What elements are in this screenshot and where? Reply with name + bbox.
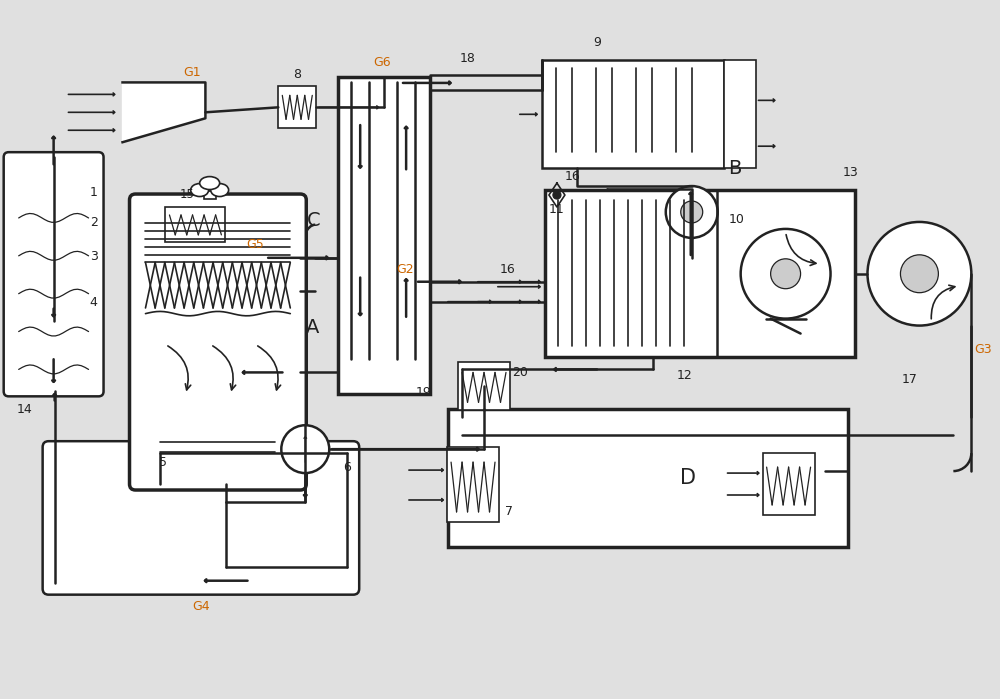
Circle shape bbox=[681, 201, 703, 223]
Bar bbox=[724, 61, 756, 168]
Bar bbox=[545, 190, 855, 357]
FancyBboxPatch shape bbox=[130, 194, 306, 490]
Text: 10: 10 bbox=[729, 213, 745, 226]
Text: 15: 15 bbox=[180, 187, 195, 201]
Text: 8: 8 bbox=[293, 68, 301, 81]
Text: G1: G1 bbox=[184, 66, 201, 79]
Text: 5: 5 bbox=[159, 456, 167, 468]
Bar bbox=[278, 87, 316, 128]
Ellipse shape bbox=[200, 177, 220, 189]
FancyBboxPatch shape bbox=[4, 152, 104, 396]
Circle shape bbox=[281, 425, 329, 473]
Bar bbox=[448, 410, 848, 547]
Text: 11: 11 bbox=[549, 203, 565, 217]
Circle shape bbox=[771, 259, 801, 289]
FancyBboxPatch shape bbox=[43, 441, 359, 595]
Text: 6: 6 bbox=[343, 461, 351, 474]
Bar bbox=[458, 363, 510, 410]
Bar bbox=[447, 447, 499, 522]
Text: 9: 9 bbox=[593, 36, 601, 49]
Circle shape bbox=[666, 186, 718, 238]
Circle shape bbox=[553, 191, 561, 199]
Text: 14: 14 bbox=[17, 403, 32, 416]
Text: C: C bbox=[306, 210, 320, 229]
Text: D: D bbox=[680, 468, 696, 488]
Text: 18: 18 bbox=[460, 52, 476, 65]
Text: 16: 16 bbox=[565, 170, 581, 182]
Text: G2: G2 bbox=[396, 264, 414, 276]
Bar bbox=[763, 453, 815, 515]
Ellipse shape bbox=[191, 184, 209, 196]
Text: G4: G4 bbox=[192, 600, 210, 613]
Bar bbox=[204, 191, 216, 199]
Text: B: B bbox=[728, 159, 741, 178]
Text: 16: 16 bbox=[500, 264, 516, 276]
Text: G5: G5 bbox=[246, 238, 264, 252]
Polygon shape bbox=[123, 82, 205, 142]
Text: 2: 2 bbox=[90, 216, 98, 229]
Circle shape bbox=[900, 255, 938, 293]
Text: 1: 1 bbox=[90, 185, 98, 199]
Text: 19: 19 bbox=[415, 386, 431, 399]
Circle shape bbox=[741, 229, 831, 319]
Text: 4: 4 bbox=[90, 296, 98, 309]
Text: 20: 20 bbox=[512, 366, 528, 379]
Bar bbox=[338, 78, 430, 394]
Circle shape bbox=[867, 222, 971, 326]
Ellipse shape bbox=[211, 184, 229, 196]
Text: G6: G6 bbox=[373, 56, 391, 69]
Text: A: A bbox=[306, 318, 319, 338]
Text: 7: 7 bbox=[505, 505, 513, 519]
Text: 13: 13 bbox=[843, 166, 858, 179]
Text: 12: 12 bbox=[676, 369, 692, 382]
Text: 3: 3 bbox=[90, 250, 98, 264]
Bar bbox=[542, 61, 724, 168]
Text: G3: G3 bbox=[975, 343, 992, 356]
Text: 17: 17 bbox=[901, 373, 917, 386]
Bar bbox=[165, 207, 225, 242]
